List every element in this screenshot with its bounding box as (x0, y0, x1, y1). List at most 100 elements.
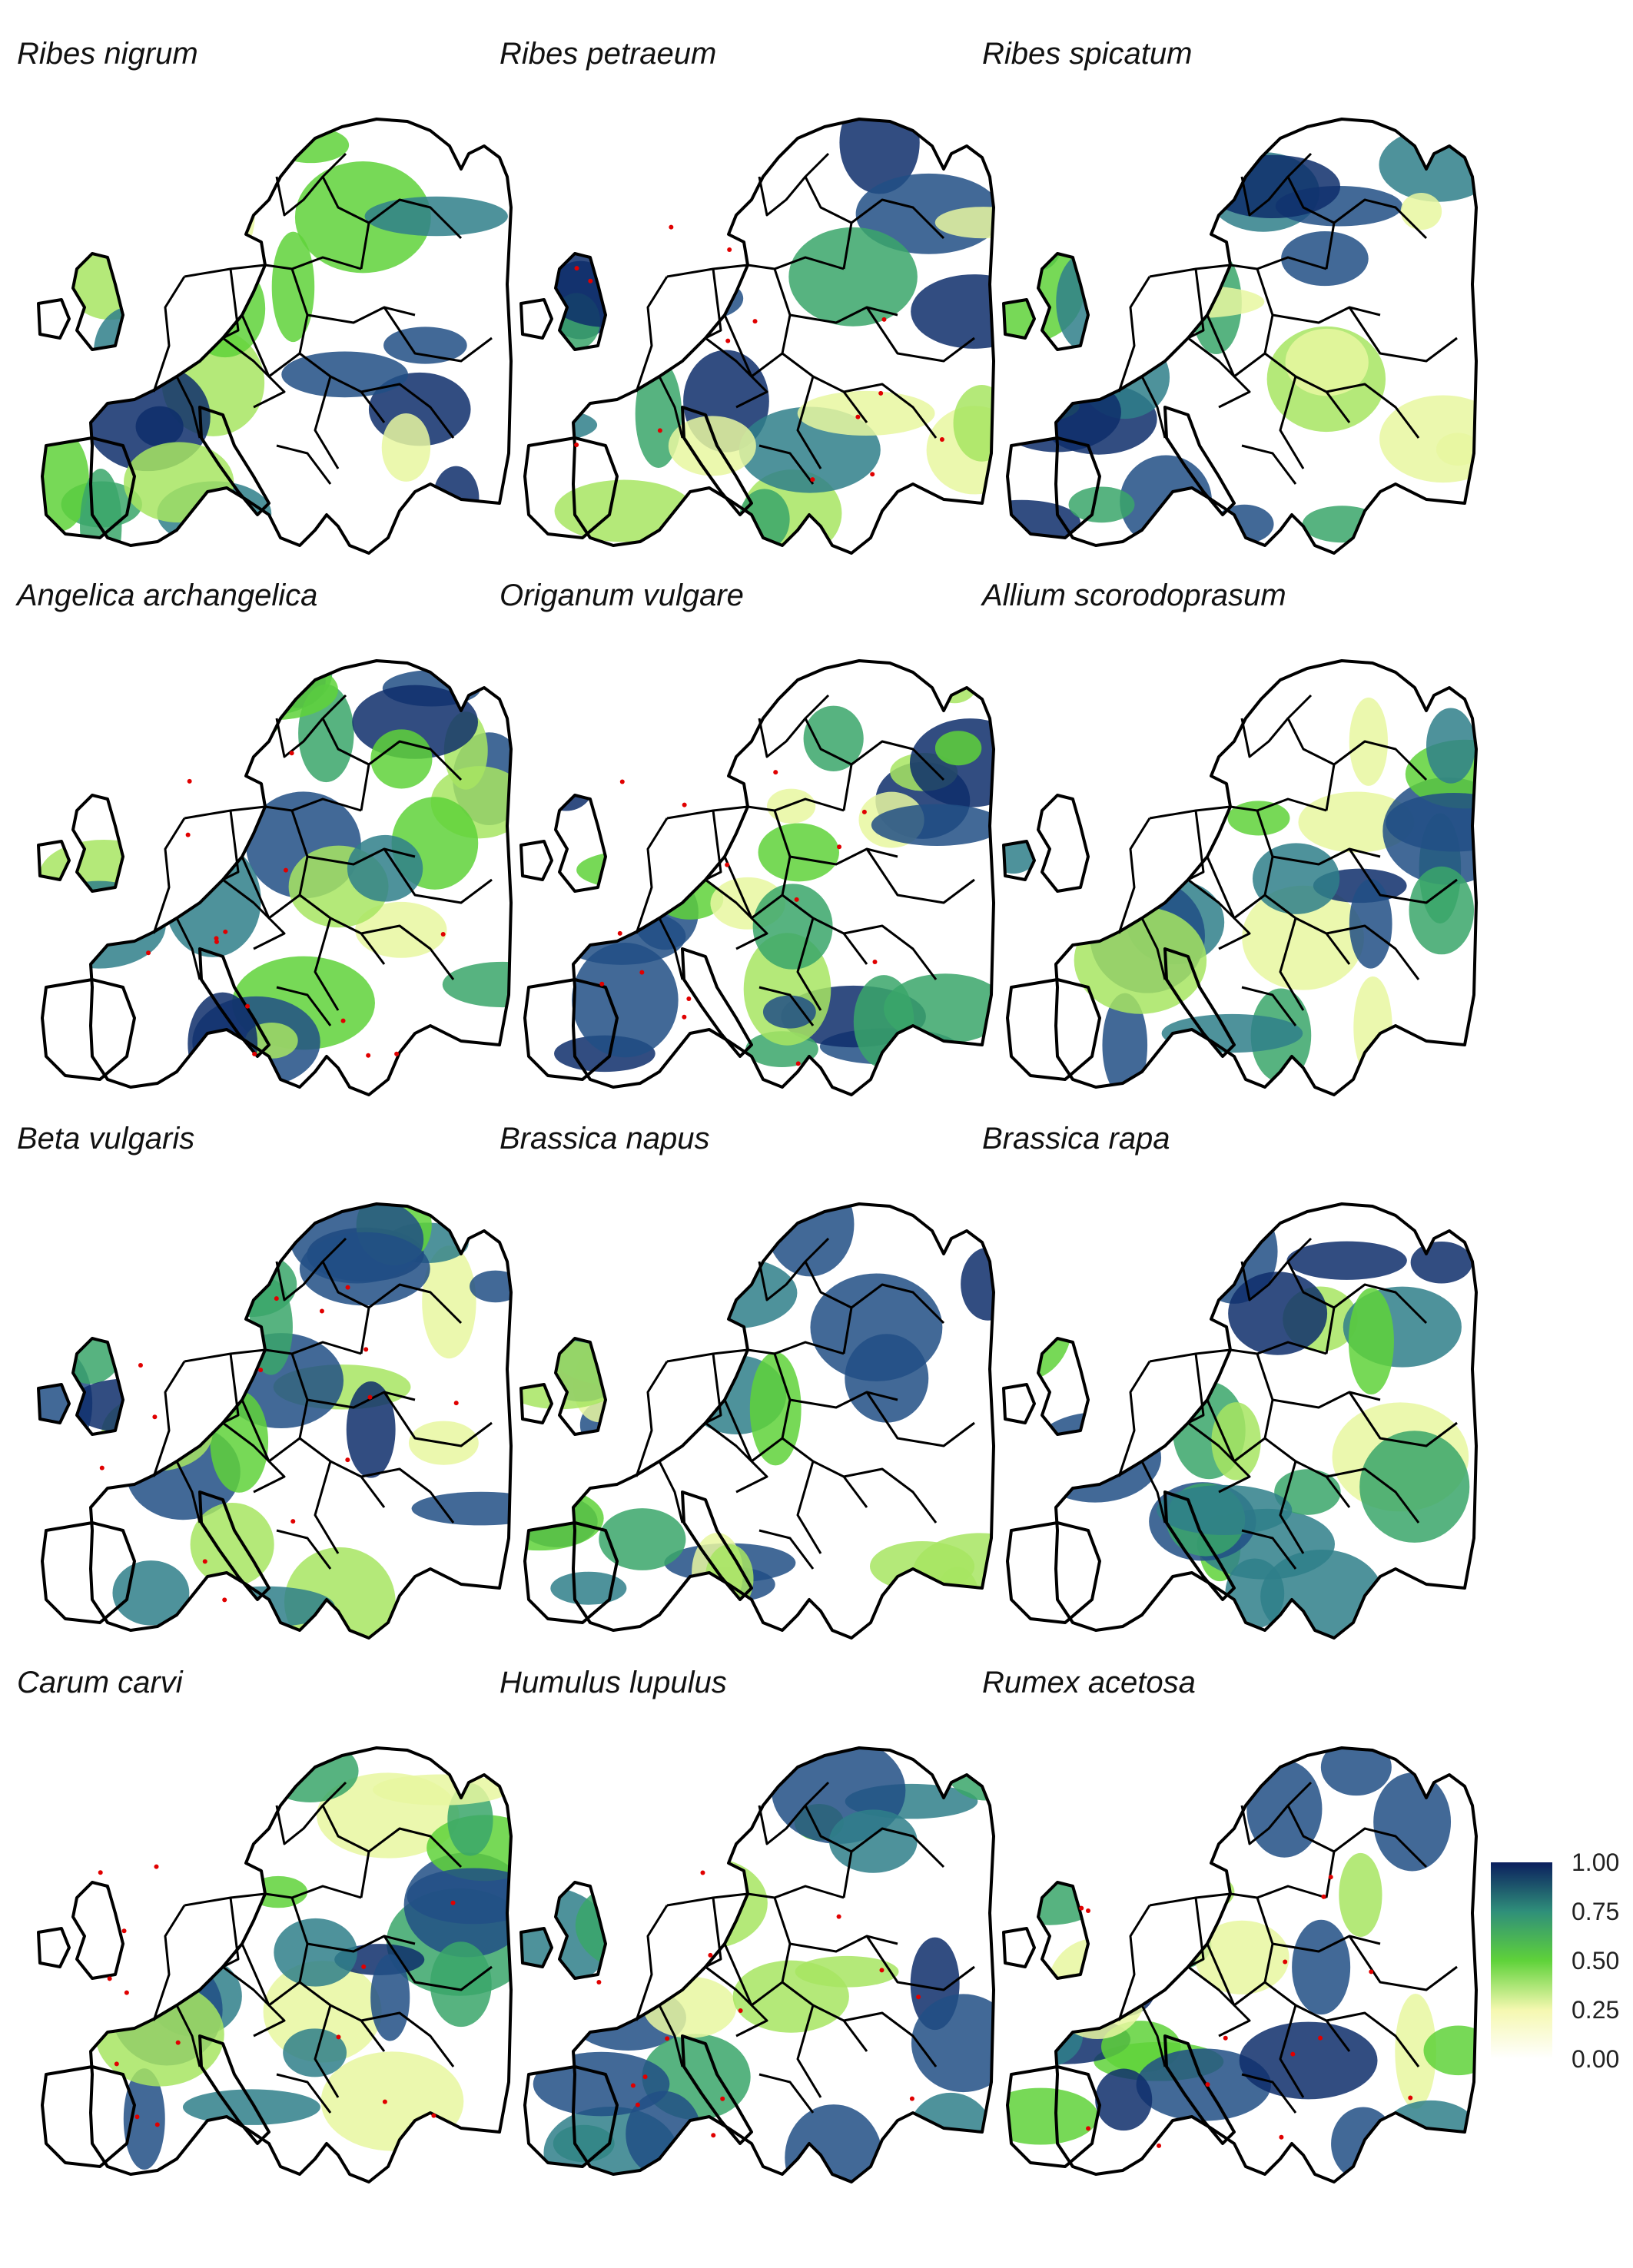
country-boundaries (37, 659, 513, 1096)
suitability-patch (1359, 1431, 1470, 1543)
suitability-patch (1426, 708, 1475, 784)
suitability-patch (1286, 1241, 1407, 1280)
suitability-patch (1004, 499, 1080, 545)
occurrence-point (431, 2113, 436, 2118)
suitability-patch (1211, 1402, 1261, 1480)
suitability-patch (370, 1954, 410, 2041)
country-boundaries (1002, 659, 1478, 1096)
country-boundaries (37, 1746, 513, 2183)
suitability-patch (1285, 328, 1369, 396)
country-boundaries (519, 118, 995, 555)
occurrence-point (1283, 1959, 1288, 1965)
occurrence-point (939, 436, 944, 442)
panel-title: Beta vulgaris (17, 1122, 195, 1156)
suitability-patch (550, 1571, 627, 1605)
suitability-patch (1012, 712, 1077, 786)
suitability-patch (767, 788, 816, 824)
map-panel: Beta vulgaris (0, 1116, 523, 1653)
suitability-patch (610, 1204, 685, 1271)
occurrence-point (440, 932, 446, 937)
suitability-map (37, 1202, 513, 1640)
suitability-patch (320, 2051, 464, 2151)
suitability-patch (1134, 661, 1233, 751)
occurrence-point (665, 2036, 670, 2041)
occurrence-point (596, 1980, 602, 1985)
country-boundaries (37, 118, 513, 555)
suitability-map (1002, 659, 1478, 1096)
suitability-patch (1004, 1271, 1072, 1382)
occurrence-point (1157, 2143, 1162, 2148)
suitability-patch (411, 1491, 511, 1526)
suitability-patch (1395, 1993, 1436, 2109)
suitability-patch (911, 274, 994, 349)
occurrence-points (1079, 1875, 1413, 2148)
suitability-patch (383, 327, 467, 364)
occurrence-point (185, 832, 191, 837)
suitability-patch (1373, 1772, 1452, 1872)
suitability-patch (442, 961, 511, 1008)
suitability-patch (182, 2089, 320, 2125)
suitability-patch (1115, 731, 1169, 785)
occurrence-point (453, 1401, 459, 1406)
suitability-patch (934, 731, 982, 766)
occurrence-point (363, 1347, 369, 1352)
occurrence-point (214, 939, 219, 944)
suitability-patch (521, 1886, 611, 1991)
suitability-patch (1239, 2021, 1378, 2100)
occurrence-point (682, 802, 687, 807)
suitability-patch (1242, 885, 1364, 990)
occurrence-point (872, 959, 878, 964)
occurrence-point (121, 1928, 127, 1934)
suitability-patch (953, 384, 994, 462)
map-panel: Brassica napus (483, 1116, 1005, 1653)
occurrence-point (588, 278, 593, 284)
suitability-patch (430, 1941, 492, 2028)
suitability-patch (1436, 433, 1476, 466)
suitability-patch (1151, 661, 1217, 733)
occurrence-point (642, 2074, 648, 2080)
occurrence-point (1321, 1894, 1326, 1899)
country-boundaries (519, 1746, 995, 2183)
suitability-patch (281, 351, 409, 398)
panel-title: Brassica napus (500, 1122, 710, 1156)
suitability-layer (538, 661, 994, 1073)
suitability-map (519, 118, 995, 555)
occurrence-point (574, 266, 579, 271)
country-boundaries (519, 1202, 995, 1640)
suitability-patch (521, 189, 591, 222)
suitability-patch (104, 664, 215, 726)
suitability-patch (1004, 1832, 1117, 1925)
suitability-layer (1004, 1748, 1476, 2180)
suitability-patch (1157, 1484, 1293, 1536)
suitability-patch (576, 849, 709, 890)
map-panel: Ribes nigrum (0, 31, 523, 569)
suitability-map (37, 659, 513, 1096)
suitability-layer (1004, 128, 1476, 548)
suitability-patch (762, 995, 816, 1029)
suitability-patch (739, 489, 790, 550)
suitability-patch (644, 1857, 768, 1949)
suitability-patch (1070, 1294, 1180, 1336)
suitability-patch (795, 1955, 899, 1988)
occurrence-point (394, 1051, 400, 1056)
suitability-patch (1302, 506, 1382, 543)
suitability-patch (911, 1994, 994, 2093)
suitability-patch (283, 2028, 347, 2077)
suitability-map (519, 1202, 995, 1640)
suitability-map (1002, 1202, 1478, 1640)
occurrence-point (345, 1285, 350, 1290)
occurrence-point (382, 2099, 387, 2104)
suitability-layer (1004, 661, 1476, 1095)
occurrence-point (727, 247, 732, 253)
suitability-layer (38, 1748, 511, 2170)
suitability-patch (123, 2068, 165, 2170)
occurrence-point (669, 224, 674, 230)
suitability-patch (422, 1245, 476, 1359)
country-boundaries (37, 1202, 513, 1640)
suitability-patch (45, 183, 127, 217)
occurrence-point (223, 929, 228, 934)
suitability-patch (1016, 1784, 1082, 1852)
suitability-patch (59, 1773, 198, 1854)
suitability-patch (1140, 128, 1267, 173)
occurrence-point (290, 1519, 296, 1524)
